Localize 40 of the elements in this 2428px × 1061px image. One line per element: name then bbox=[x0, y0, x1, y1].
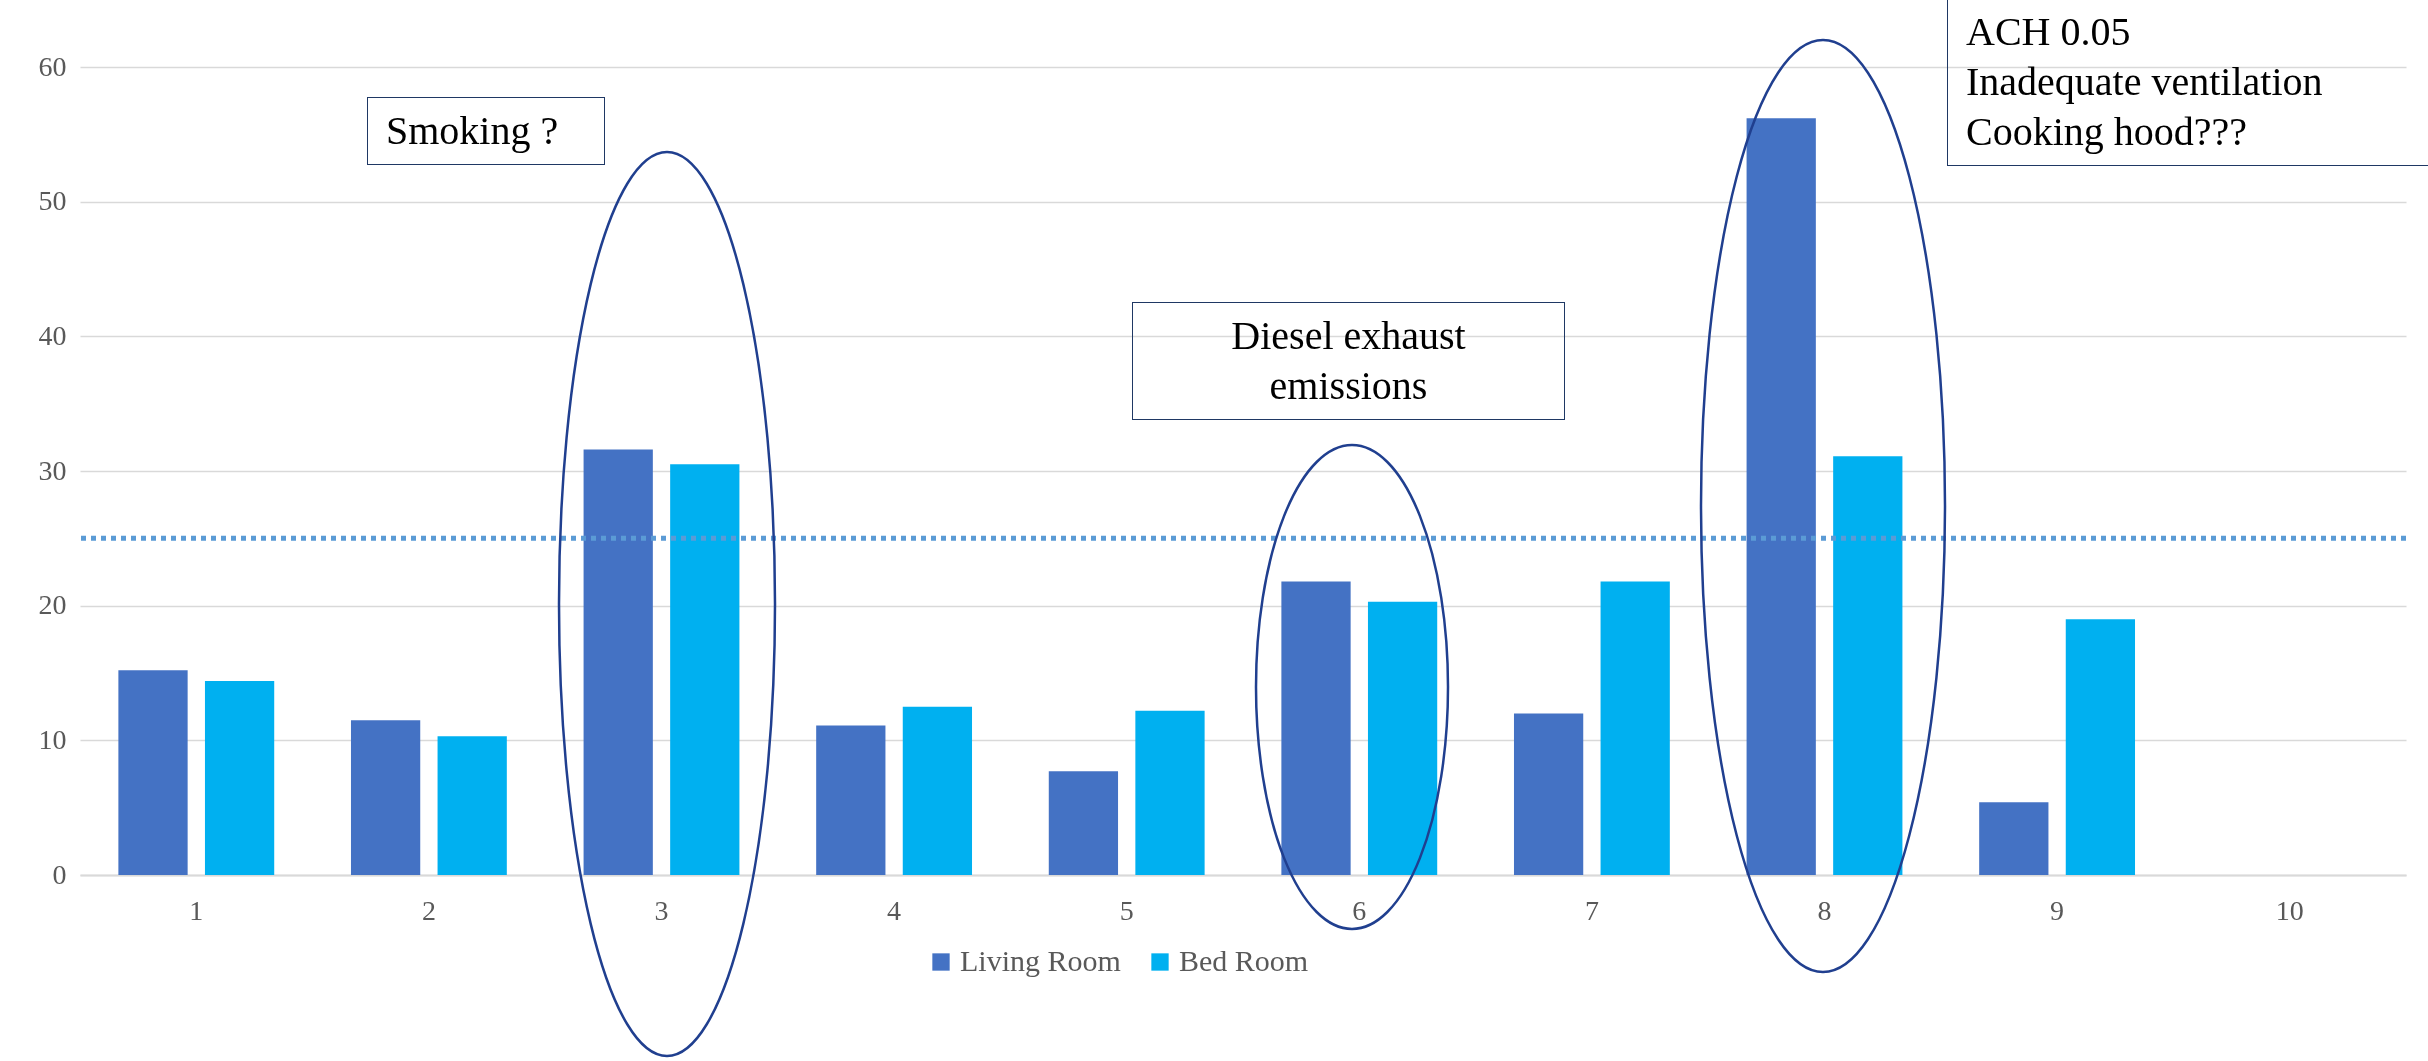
bar bbox=[816, 725, 886, 875]
x-tick-label: 2 bbox=[421, 894, 436, 926]
x-tick-label: 7 bbox=[1584, 894, 1599, 926]
bar bbox=[1833, 456, 1903, 875]
text-box: Smoking ? bbox=[367, 97, 605, 165]
y-tick-label: 10 bbox=[38, 723, 67, 755]
bar bbox=[1135, 710, 1205, 875]
y-tick-label: 50 bbox=[38, 185, 67, 217]
x-tick-label: 9 bbox=[2050, 894, 2065, 926]
bar bbox=[350, 720, 421, 875]
bar bbox=[1367, 601, 1438, 875]
bar bbox=[1746, 118, 1816, 875]
x-tick-label: 5 bbox=[1119, 894, 1134, 926]
y-tick-label: 20 bbox=[38, 589, 67, 621]
text-box: Diesel exhaust emissions bbox=[1132, 302, 1565, 420]
bar bbox=[2065, 619, 2136, 875]
x-tick-label: 3 bbox=[654, 894, 669, 926]
y-tick-label: 40 bbox=[38, 319, 67, 351]
bar bbox=[118, 670, 188, 875]
bar bbox=[1281, 581, 1351, 875]
y-tick-label: 0 bbox=[52, 858, 67, 890]
legend-label: Living Room bbox=[960, 944, 1121, 977]
bar bbox=[1600, 581, 1670, 875]
x-tick-label: 1 bbox=[189, 894, 204, 926]
bar bbox=[1048, 771, 1119, 875]
legend-label: Bed Room bbox=[1179, 944, 1309, 977]
bar bbox=[902, 706, 973, 875]
x-tick-label: 8 bbox=[1817, 894, 1832, 926]
text-box: ACH 0.05 Inadequate ventilation Cooking hood??? bbox=[1947, 0, 2428, 166]
x-tick-label: 6 bbox=[1352, 894, 1367, 926]
bar bbox=[437, 736, 507, 875]
bar bbox=[583, 449, 653, 875]
y-tick-label: 30 bbox=[38, 454, 67, 486]
bar bbox=[670, 464, 740, 875]
bar bbox=[1979, 802, 2049, 875]
x-tick-label: 4 bbox=[887, 894, 902, 926]
y-tick-label: 60 bbox=[38, 50, 67, 82]
x-tick-label: 10 bbox=[2275, 894, 2304, 926]
bar bbox=[204, 681, 275, 875]
bar bbox=[1513, 713, 1584, 875]
